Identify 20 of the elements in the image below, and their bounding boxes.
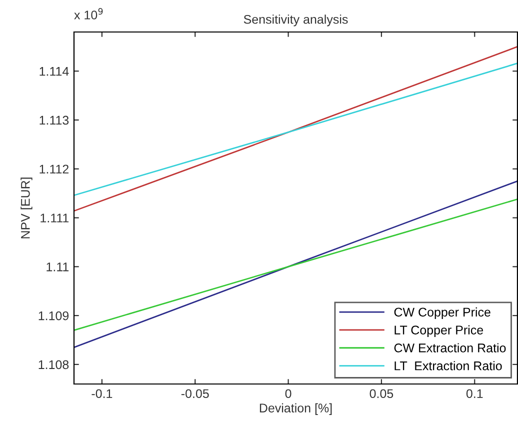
y-tick-label: 1.114 xyxy=(40,67,69,76)
chart-title: Sensitivity analysis xyxy=(244,14,348,26)
x-tick-label: 0.05 xyxy=(370,389,394,398)
x-axis-title: Deviation [%] xyxy=(260,403,332,415)
x-tick-label: 0.1 xyxy=(466,389,483,398)
y-axis-title: NPV [EUR] xyxy=(20,178,32,238)
y-tick-label: 1.113 xyxy=(40,116,69,125)
x-tick-label: -0.1 xyxy=(92,389,112,398)
legend-label: LT Extraction Ratio xyxy=(394,361,502,370)
legend-label: CW Copper Price xyxy=(394,307,490,320)
text: x 10$^{9}$ xyxy=(74,8,103,20)
legend-label: LT Copper Price xyxy=(394,325,484,337)
x-tick-label: 0 xyxy=(285,389,292,398)
y-tick-label: 1.108 xyxy=(38,360,69,370)
y-tick-label: 1.11 xyxy=(46,262,69,272)
y-tick-label: 1.109 xyxy=(38,311,69,320)
y-tick-label: 1.112 xyxy=(40,164,69,174)
x-tick-label: -0.05 xyxy=(181,389,209,398)
y-tick-label: 1.111 xyxy=(40,214,69,222)
legend-label: CW Extraction Ratio xyxy=(394,343,506,352)
